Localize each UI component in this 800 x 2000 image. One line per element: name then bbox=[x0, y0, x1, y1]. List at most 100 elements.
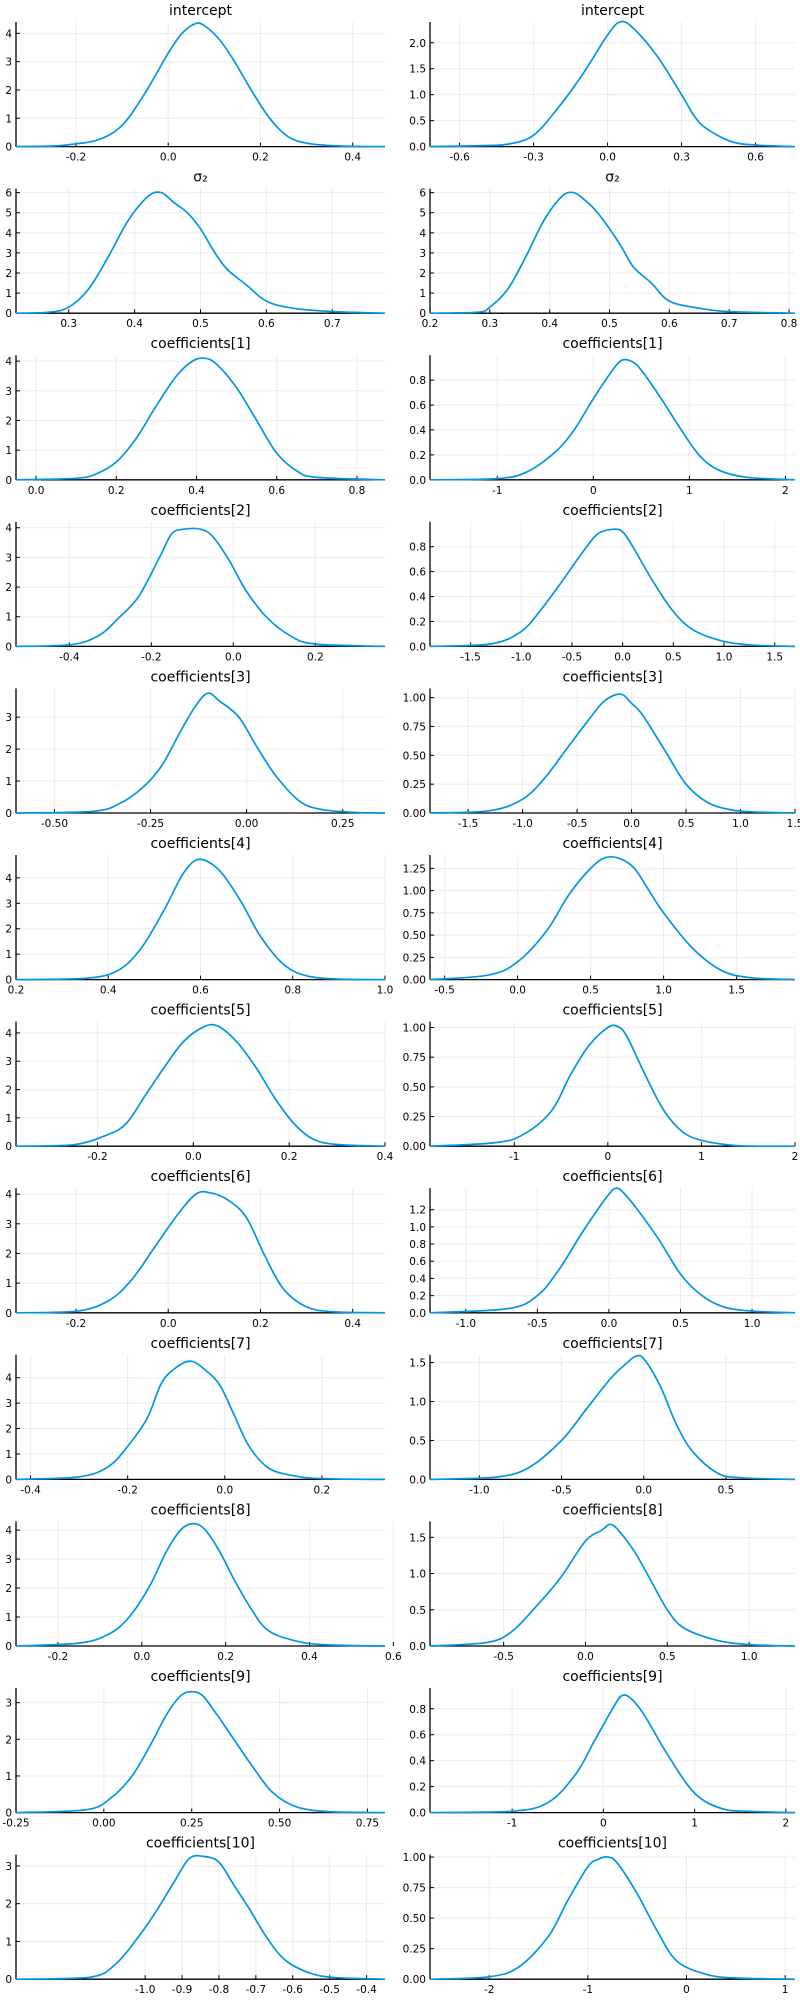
density-line bbox=[429, 191, 796, 315]
x-tick-label: -1.0 bbox=[456, 1318, 477, 1330]
x-tick-label: 0.0 bbox=[28, 485, 45, 497]
y-tick-label: 0.25 bbox=[403, 952, 426, 964]
y-tick-label: 1 bbox=[5, 1771, 12, 1783]
y-tick-label: 1 bbox=[5, 776, 12, 788]
y-tick-label: 0.25 bbox=[403, 1944, 426, 1956]
density-line bbox=[15, 1522, 386, 1647]
y-tick-label: 3 bbox=[5, 1554, 12, 1566]
subplot-title: coefficients[1] bbox=[150, 336, 250, 352]
y-tick-label: 4 bbox=[5, 1028, 12, 1040]
subplot-title: coefficients[2] bbox=[562, 503, 662, 519]
density-line bbox=[429, 1856, 796, 1981]
y-tick-label: 0.8 bbox=[409, 1704, 426, 1716]
x-tick-label: 1.0 bbox=[732, 818, 749, 830]
subplot-14: -1 0 1 2 0.00 0.25 0.50 0.75 1.00 coefficients[5] bbox=[403, 1003, 799, 1164]
subplot-title: coefficients[8] bbox=[150, 1502, 250, 1518]
x-tick-label: -0.6 bbox=[449, 152, 470, 164]
x-tick-label: 1 bbox=[686, 485, 693, 497]
y-tick-label: 0 bbox=[5, 1974, 12, 1986]
y-tick-label: 0 bbox=[5, 808, 12, 820]
x-tick-label: 1 bbox=[782, 1984, 789, 1996]
x-tick-label: 0.0 bbox=[160, 1318, 177, 1330]
x-tick-label: -0.5 bbox=[527, 1318, 548, 1330]
y-tick-label: 1 bbox=[5, 1936, 12, 1948]
y-tick-label: 0.00 bbox=[403, 1974, 426, 1986]
x-tick-label: -1 bbox=[509, 1151, 519, 1163]
x-tick-label: 0.6 bbox=[268, 485, 285, 497]
y-tick-label: 0.2 bbox=[409, 1291, 426, 1303]
x-tick-label: -0.4 bbox=[20, 1484, 41, 1496]
y-tick-label: 4 bbox=[5, 1525, 12, 1537]
y-tick-label: 0.0 bbox=[409, 1641, 426, 1653]
y-tick-label: 1 bbox=[5, 612, 12, 624]
x-tick-label: -0.9 bbox=[172, 1984, 193, 1996]
y-tick-label: 3 bbox=[5, 898, 12, 910]
density-line bbox=[15, 527, 386, 648]
x-tick-label: 0.75 bbox=[356, 1818, 379, 1830]
y-tick-label: 1.00 bbox=[403, 886, 426, 898]
x-tick-label: 0.0 bbox=[623, 818, 640, 830]
subplot-4: 0.2 0.3 0.4 0.5 0.6 0.7 0.8 0 1 2 3 4 5 6 σ₂ bbox=[419, 170, 797, 331]
y-tick-label: 3 bbox=[5, 386, 12, 398]
density-line bbox=[429, 528, 796, 648]
x-tick-label: 0.0 bbox=[185, 1151, 202, 1163]
subplot-3: 0.3 0.4 0.5 0.6 0.7 0 1 2 3 4 5 6 σ₂ bbox=[5, 170, 386, 330]
x-tick-label: 0.2 bbox=[422, 318, 439, 330]
y-tick-label: 0.0 bbox=[409, 142, 426, 154]
subplot-21: -0.25 0.00 0.25 0.50 0.75 0 1 2 3 coefficients[9] bbox=[2, 1669, 386, 1830]
x-tick-label: 0 bbox=[604, 1151, 611, 1163]
x-tick-label: 0.2 bbox=[108, 485, 125, 497]
x-tick-label: 0.5 bbox=[582, 985, 599, 997]
subplot-title: coefficients[4] bbox=[562, 836, 662, 852]
x-tick-label: 0.2 bbox=[8, 985, 25, 997]
x-tick-label: -0.2 bbox=[141, 651, 162, 663]
y-tick-label: 4 bbox=[5, 228, 12, 240]
y-tick-label: 0.5 bbox=[409, 1605, 426, 1617]
x-tick-label: -1.0 bbox=[469, 1484, 490, 1496]
y-tick-label: 2 bbox=[5, 1899, 12, 1911]
x-tick-label: -0.2 bbox=[87, 1151, 108, 1163]
x-tick-label: -1.5 bbox=[460, 651, 481, 663]
y-tick-label: 0.2 bbox=[409, 616, 426, 628]
x-tick-label: 0.5 bbox=[678, 818, 695, 830]
x-tick-label: -0.2 bbox=[48, 1651, 69, 1663]
y-tick-label: 2 bbox=[5, 1248, 12, 1260]
density-line bbox=[15, 191, 386, 315]
x-tick-label: 0.4 bbox=[344, 152, 361, 164]
y-tick-label: 5 bbox=[5, 208, 12, 220]
x-tick-label: 0.4 bbox=[377, 1151, 394, 1163]
x-tick-label: 0.6 bbox=[192, 985, 209, 997]
y-tick-label: 2.0 bbox=[409, 38, 426, 50]
y-tick-label: 1 bbox=[5, 1113, 12, 1125]
x-tick-label: -0.25 bbox=[2, 1818, 29, 1830]
y-tick-label: 0.75 bbox=[403, 721, 426, 733]
subplot-13: -0.2 0.0 0.2 0.4 0 1 2 3 4 coefficients[5] bbox=[5, 1003, 393, 1164]
y-tick-label: 1.5 bbox=[409, 1532, 426, 1544]
x-tick-label: 0.0 bbox=[509, 985, 526, 997]
y-tick-label: 2 bbox=[5, 1583, 12, 1595]
density-line bbox=[429, 1187, 796, 1314]
subplot-title: σ₂ bbox=[193, 170, 208, 186]
subplot-title: coefficients[7] bbox=[150, 1336, 250, 1352]
density-line bbox=[15, 1690, 386, 1814]
y-tick-label: 1.0 bbox=[409, 1222, 426, 1234]
y-tick-label: 2 bbox=[5, 1424, 12, 1436]
y-tick-label: 6 bbox=[5, 188, 12, 200]
y-tick-label: 0 bbox=[419, 308, 426, 320]
y-tick-label: 2 bbox=[5, 1734, 12, 1746]
x-tick-label: -1 bbox=[507, 1818, 517, 1830]
y-tick-label: 3 bbox=[5, 1861, 12, 1873]
subplot-title: coefficients[3] bbox=[150, 669, 250, 685]
y-tick-label: 0 bbox=[5, 1141, 12, 1153]
x-tick-label: -0.5 bbox=[434, 985, 455, 997]
y-tick-label: 1.0 bbox=[409, 90, 426, 102]
density-line bbox=[429, 855, 796, 981]
x-tick-label: -0.2 bbox=[117, 1484, 138, 1496]
y-tick-label: 0 bbox=[5, 142, 12, 154]
x-tick-label: -0.25 bbox=[137, 818, 164, 830]
x-tick-label: -0.5 bbox=[567, 818, 588, 830]
x-tick-label: 0 bbox=[600, 1818, 607, 1830]
y-tick-label: 4 bbox=[5, 356, 12, 368]
x-tick-label: 0.8 bbox=[781, 318, 798, 330]
y-tick-label: 1.5 bbox=[409, 64, 426, 76]
